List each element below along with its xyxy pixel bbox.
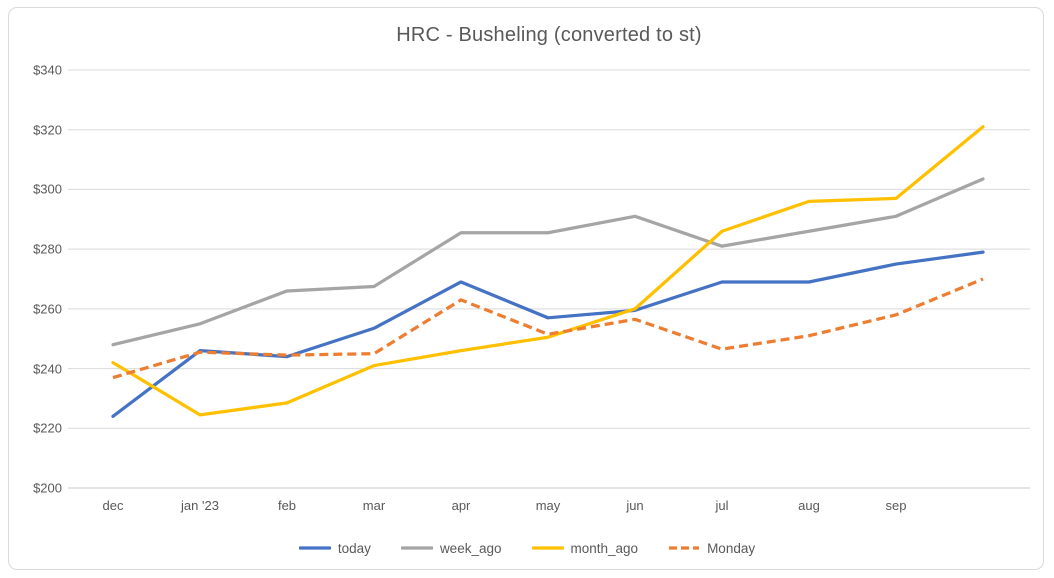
series-line-today bbox=[111, 250, 985, 418]
x-tick-label: jun bbox=[626, 498, 644, 513]
legend-item-today: today bbox=[298, 540, 371, 556]
legend-item-month_ago: month_ago bbox=[531, 540, 639, 556]
legend-swatch-month_ago bbox=[531, 546, 564, 550]
x-tick-label: jul bbox=[715, 498, 729, 513]
x-tick-label: aug bbox=[798, 498, 820, 513]
x-tick-label: dec bbox=[102, 498, 124, 513]
x-tick-label: mar bbox=[362, 498, 386, 513]
legend-swatch-today bbox=[298, 546, 331, 550]
y-tick-label: $200 bbox=[33, 480, 62, 496]
x-tick-label: sep bbox=[885, 498, 907, 513]
x-tick-label: feb bbox=[277, 498, 297, 513]
legend-label: Monday bbox=[707, 540, 756, 556]
y-tick-label: $340 bbox=[33, 62, 62, 78]
legend-item-Monday: Monday bbox=[668, 541, 755, 556]
chart-title: HRC - Busheling (converted to st) bbox=[396, 24, 702, 46]
legend: today week_ago month_ago Monday bbox=[0, 537, 1054, 559]
legend-label: month_ago bbox=[570, 540, 639, 556]
x-tick-label: jan '23 bbox=[181, 498, 219, 513]
chart-frame bbox=[8, 7, 1044, 570]
series-line-week_ago bbox=[111, 177, 985, 347]
y-tick-label: $280 bbox=[33, 241, 62, 257]
series-line-month_ago bbox=[111, 125, 985, 417]
x-tick-label: may bbox=[535, 498, 561, 513]
y-tick-label: $240 bbox=[33, 361, 62, 377]
y-tick-label: $220 bbox=[33, 420, 62, 436]
legend-label: today bbox=[337, 540, 371, 556]
legend-label: week_ago bbox=[439, 540, 502, 556]
legend-swatch-week_ago bbox=[400, 546, 433, 550]
y-tick-label: $320 bbox=[33, 122, 62, 138]
y-tick-label: $300 bbox=[33, 181, 62, 197]
series-line-Monday bbox=[112, 277, 984, 380]
y-tick-label: $260 bbox=[33, 301, 62, 317]
legend-item-week_ago: week_ago bbox=[400, 540, 502, 556]
x-tick-label: apr bbox=[451, 498, 471, 513]
legend-swatch-Monday bbox=[669, 546, 700, 550]
